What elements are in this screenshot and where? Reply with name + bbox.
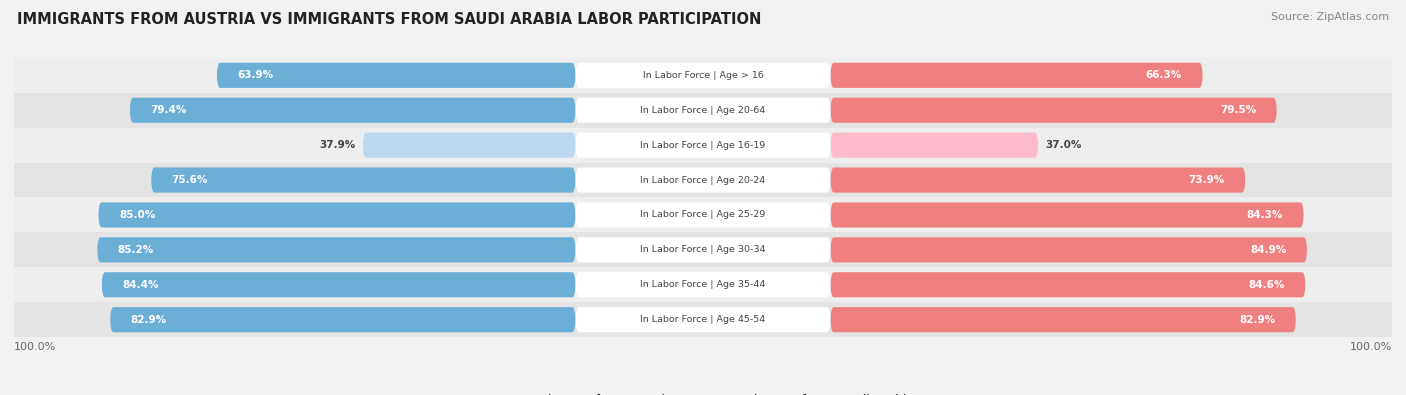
FancyBboxPatch shape: [831, 307, 1296, 332]
Bar: [14, 302, 1392, 337]
Text: In Labor Force | Age 45-54: In Labor Force | Age 45-54: [640, 315, 766, 324]
Text: 66.3%: 66.3%: [1146, 70, 1182, 80]
FancyBboxPatch shape: [150, 167, 575, 193]
Text: 100.0%: 100.0%: [1350, 342, 1392, 352]
FancyBboxPatch shape: [575, 167, 831, 193]
Text: Source: ZipAtlas.com: Source: ZipAtlas.com: [1271, 12, 1389, 22]
Bar: [14, 267, 1392, 302]
Text: 37.0%: 37.0%: [1045, 140, 1081, 150]
FancyBboxPatch shape: [831, 167, 1246, 193]
Text: 82.9%: 82.9%: [1239, 315, 1275, 325]
FancyBboxPatch shape: [831, 202, 1303, 228]
FancyBboxPatch shape: [831, 133, 1038, 158]
Text: In Labor Force | Age 35-44: In Labor Force | Age 35-44: [640, 280, 766, 289]
FancyBboxPatch shape: [575, 98, 831, 123]
FancyBboxPatch shape: [97, 237, 575, 262]
FancyBboxPatch shape: [101, 272, 575, 297]
FancyBboxPatch shape: [575, 272, 831, 297]
FancyBboxPatch shape: [575, 202, 831, 228]
Text: In Labor Force | Age 20-64: In Labor Force | Age 20-64: [640, 106, 766, 115]
FancyBboxPatch shape: [217, 63, 575, 88]
Text: 84.9%: 84.9%: [1250, 245, 1286, 255]
Text: 37.9%: 37.9%: [319, 140, 356, 150]
Text: In Labor Force | Age 30-34: In Labor Force | Age 30-34: [640, 245, 766, 254]
Bar: [14, 93, 1392, 128]
FancyBboxPatch shape: [831, 237, 1308, 262]
FancyBboxPatch shape: [98, 202, 575, 228]
Text: In Labor Force | Age > 16: In Labor Force | Age > 16: [643, 71, 763, 80]
Text: 79.4%: 79.4%: [150, 105, 187, 115]
FancyBboxPatch shape: [575, 63, 831, 88]
Text: 100.0%: 100.0%: [14, 342, 56, 352]
FancyBboxPatch shape: [831, 98, 1277, 123]
Text: 85.0%: 85.0%: [120, 210, 155, 220]
Text: In Labor Force | Age 16-19: In Labor Force | Age 16-19: [640, 141, 766, 150]
FancyBboxPatch shape: [575, 237, 831, 262]
Text: IMMIGRANTS FROM AUSTRIA VS IMMIGRANTS FROM SAUDI ARABIA LABOR PARTICIPATION: IMMIGRANTS FROM AUSTRIA VS IMMIGRANTS FR…: [17, 12, 761, 27]
FancyBboxPatch shape: [575, 133, 831, 158]
Text: 84.6%: 84.6%: [1249, 280, 1285, 290]
Bar: [14, 128, 1392, 163]
Text: 84.3%: 84.3%: [1247, 210, 1284, 220]
Bar: [14, 163, 1392, 198]
Text: 82.9%: 82.9%: [131, 315, 167, 325]
FancyBboxPatch shape: [110, 307, 575, 332]
FancyBboxPatch shape: [575, 307, 831, 332]
FancyBboxPatch shape: [363, 133, 575, 158]
FancyBboxPatch shape: [129, 98, 575, 123]
Bar: [14, 58, 1392, 93]
FancyBboxPatch shape: [831, 63, 1202, 88]
Text: 79.5%: 79.5%: [1220, 105, 1256, 115]
FancyBboxPatch shape: [831, 272, 1306, 297]
Text: In Labor Force | Age 20-24: In Labor Force | Age 20-24: [640, 175, 766, 184]
Bar: [14, 232, 1392, 267]
Text: 63.9%: 63.9%: [238, 70, 274, 80]
Text: 85.2%: 85.2%: [118, 245, 155, 255]
Text: 75.6%: 75.6%: [172, 175, 208, 185]
Legend: Immigrants from Austria, Immigrants from Saudi Arabia: Immigrants from Austria, Immigrants from…: [491, 394, 915, 395]
Text: 73.9%: 73.9%: [1188, 175, 1225, 185]
Text: 84.4%: 84.4%: [122, 280, 159, 290]
Bar: [14, 198, 1392, 232]
Text: In Labor Force | Age 25-29: In Labor Force | Age 25-29: [640, 211, 766, 220]
